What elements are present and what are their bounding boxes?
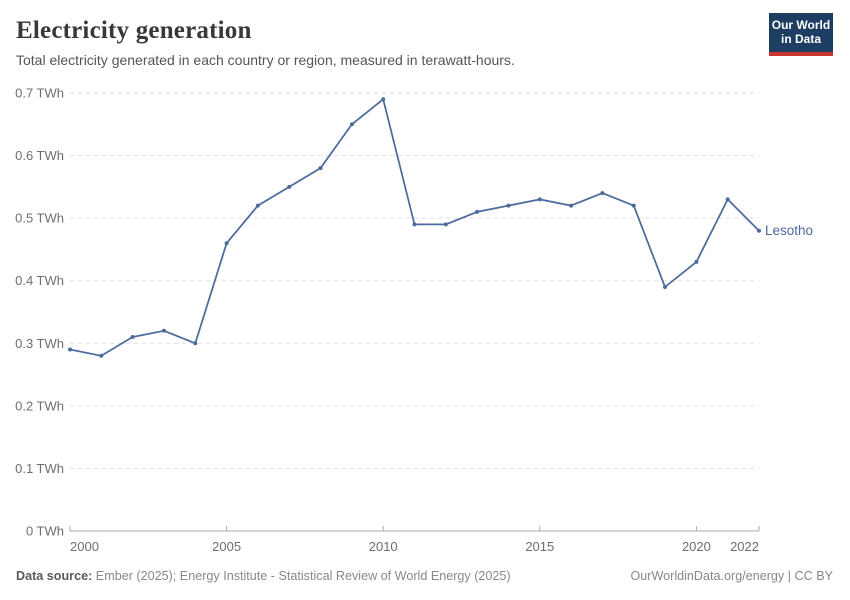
data-point-2006[interactable] bbox=[255, 203, 260, 208]
owid-logo-line1: Our World bbox=[771, 18, 831, 32]
data-point-2000[interactable] bbox=[68, 347, 72, 352]
y-axis-tick-label: 0.2 TWh bbox=[15, 398, 64, 413]
data-point-2020[interactable] bbox=[694, 259, 699, 264]
data-point-2011[interactable] bbox=[412, 222, 417, 227]
data-point-2010[interactable] bbox=[381, 97, 386, 102]
data-point-2014[interactable] bbox=[506, 203, 511, 208]
data-point-2022[interactable] bbox=[757, 228, 761, 233]
data-point-2016[interactable] bbox=[569, 203, 574, 208]
x-axis-tick-label: 2020 bbox=[682, 539, 711, 554]
data-point-2007[interactable] bbox=[287, 184, 292, 189]
owid-logo-line2: in Data bbox=[780, 32, 821, 46]
credit-link[interactable]: OurWorldinData.org/energy | CC BY bbox=[630, 569, 833, 583]
data-point-2017[interactable] bbox=[600, 191, 605, 196]
data-point-2005[interactable] bbox=[224, 241, 229, 246]
y-axis-tick-label: 0.4 TWh bbox=[15, 273, 64, 288]
x-axis-tick-label: 2005 bbox=[212, 539, 241, 554]
series-label-lesotho[interactable]: Lesotho bbox=[765, 223, 813, 238]
y-axis-tick-label: 0.7 TWh bbox=[15, 86, 64, 101]
x-axis-tick-label: 2010 bbox=[369, 539, 398, 554]
data-point-2015[interactable] bbox=[537, 197, 542, 202]
data-point-2008[interactable] bbox=[318, 166, 323, 171]
chart-subtitle: Total electricity generated in each coun… bbox=[16, 52, 515, 68]
x-axis-tick-label: 2015 bbox=[525, 539, 554, 554]
x-axis-tick-label: 2000 bbox=[70, 539, 99, 554]
data-point-2021[interactable] bbox=[725, 197, 730, 202]
y-axis-tick-label: 0.5 TWh bbox=[15, 211, 64, 226]
data-point-2009[interactable] bbox=[349, 122, 354, 127]
series-line-lesotho[interactable] bbox=[69, 98, 760, 357]
y-axis-tick-label: 0 TWh bbox=[26, 524, 64, 539]
data-point-2012[interactable] bbox=[443, 222, 448, 227]
data-point-2002[interactable] bbox=[130, 335, 135, 339]
data-source-label: Data source: bbox=[16, 569, 93, 583]
data-point-2001[interactable] bbox=[99, 353, 104, 358]
x-axis-tick-label: 2022 bbox=[730, 539, 759, 554]
data-source-text: Ember (2025); Energy Institute - Statist… bbox=[95, 569, 511, 583]
data-source-note: Data source: Ember (2025); Energy Instit… bbox=[16, 569, 511, 583]
data-point-2018[interactable] bbox=[631, 203, 636, 208]
data-point-2013[interactable] bbox=[475, 209, 480, 214]
y-axis-tick-label: 0.6 TWh bbox=[15, 148, 64, 163]
owid-logo[interactable]: Our World in Data bbox=[769, 13, 833, 56]
data-point-2019[interactable] bbox=[663, 285, 667, 289]
data-point-2003[interactable] bbox=[162, 328, 166, 333]
y-axis-tick-label: 0.1 TWh bbox=[15, 461, 64, 476]
page-title: Electricity generation bbox=[16, 17, 252, 44]
y-axis-tick-label: 0.3 TWh bbox=[15, 336, 64, 351]
data-point-2004[interactable] bbox=[193, 341, 198, 346]
